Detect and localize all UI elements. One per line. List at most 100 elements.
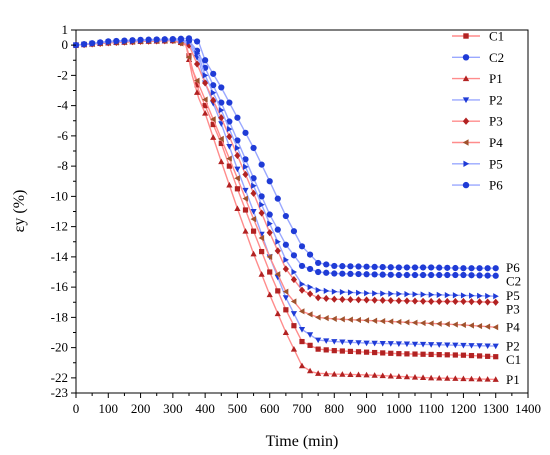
data-point xyxy=(250,209,257,215)
data-point xyxy=(323,315,329,322)
y-axis: 10 -2 -4 -6 -8 -10 -12 -14 -16 -18 -20 -22-23 xyxy=(51,22,76,400)
data-point xyxy=(282,295,289,301)
data-point xyxy=(153,36,160,43)
y-tick-label: -10 xyxy=(51,188,68,203)
data-point xyxy=(291,268,298,276)
data-point xyxy=(259,248,265,255)
data-point xyxy=(428,297,435,306)
data-point xyxy=(202,103,208,109)
data-point xyxy=(462,97,470,104)
data-point xyxy=(460,342,467,349)
data-point xyxy=(387,372,394,379)
data-point xyxy=(419,341,427,348)
data-point xyxy=(444,321,450,328)
legend-label: C2 xyxy=(489,50,504,65)
x-tick-label: 1100 xyxy=(418,401,444,416)
data-point xyxy=(218,99,225,106)
data-point xyxy=(371,372,378,378)
series-line xyxy=(75,37,496,269)
data-point xyxy=(476,353,483,359)
data-point xyxy=(411,264,419,271)
data-point xyxy=(484,265,491,272)
data-point xyxy=(282,241,289,248)
data-point xyxy=(493,293,499,300)
data-point xyxy=(444,375,451,381)
data-point xyxy=(452,271,459,279)
data-point xyxy=(403,373,411,380)
data-point xyxy=(347,348,354,355)
data-point xyxy=(266,178,273,185)
legend-item: P6 xyxy=(452,178,503,193)
data-point xyxy=(452,375,459,381)
data-point xyxy=(80,41,88,48)
legend-label: P2 xyxy=(489,92,503,107)
data-point xyxy=(428,351,434,358)
data-point xyxy=(460,352,467,358)
data-point xyxy=(463,33,469,39)
data-point xyxy=(290,228,298,235)
data-point xyxy=(234,205,241,211)
data-point xyxy=(218,107,225,114)
data-point xyxy=(234,186,241,192)
y-tick-label: 1 xyxy=(62,22,69,37)
data-point xyxy=(395,297,402,305)
data-point xyxy=(388,350,394,356)
data-point xyxy=(161,36,168,43)
data-point xyxy=(290,298,297,305)
data-point xyxy=(323,287,330,295)
data-point xyxy=(452,321,458,328)
data-point xyxy=(452,297,459,306)
data-point xyxy=(355,263,362,270)
data-point xyxy=(97,39,104,46)
data-point xyxy=(419,319,426,327)
data-point xyxy=(315,268,322,276)
data-point xyxy=(476,272,483,279)
data-point xyxy=(202,57,209,64)
data-point xyxy=(444,271,451,279)
data-point xyxy=(169,35,176,43)
data-point xyxy=(363,263,370,270)
data-point xyxy=(444,352,450,358)
data-point xyxy=(282,288,289,295)
data-point xyxy=(380,350,386,356)
data-point xyxy=(282,265,289,273)
series-end-label: P5 xyxy=(506,288,520,303)
y-tick-label: -22 xyxy=(51,370,68,385)
y-tick-label: -12 xyxy=(51,219,68,234)
data-point xyxy=(462,139,469,146)
data-point xyxy=(395,318,402,326)
data-point xyxy=(129,37,136,44)
y-tick-label: -4 xyxy=(57,98,68,113)
series-line xyxy=(75,39,496,303)
data-point xyxy=(371,271,378,278)
data-point xyxy=(299,281,306,288)
data-point xyxy=(371,296,378,304)
data-point xyxy=(274,310,281,317)
data-point xyxy=(492,298,499,306)
data-point xyxy=(226,133,233,141)
x-axis-title: Time (min) xyxy=(266,433,339,450)
data-point xyxy=(468,298,475,306)
data-point xyxy=(387,264,394,271)
x-tick-label: 300 xyxy=(163,401,183,416)
data-point xyxy=(404,351,410,357)
data-point xyxy=(234,175,240,182)
data-point xyxy=(462,117,470,125)
data-point xyxy=(436,264,443,271)
data-point xyxy=(282,329,289,335)
data-point xyxy=(226,143,233,150)
data-point xyxy=(419,374,427,380)
data-point xyxy=(462,181,470,189)
data-point xyxy=(380,290,386,297)
data-point xyxy=(364,290,370,297)
data-point xyxy=(185,54,192,61)
data-point xyxy=(411,374,419,380)
data-point xyxy=(274,226,281,233)
data-point xyxy=(420,351,426,357)
data-point xyxy=(202,72,209,79)
data-point xyxy=(339,263,346,270)
data-point xyxy=(411,297,419,305)
data-point xyxy=(226,99,233,106)
data-point xyxy=(363,349,370,355)
data-point xyxy=(444,297,451,306)
